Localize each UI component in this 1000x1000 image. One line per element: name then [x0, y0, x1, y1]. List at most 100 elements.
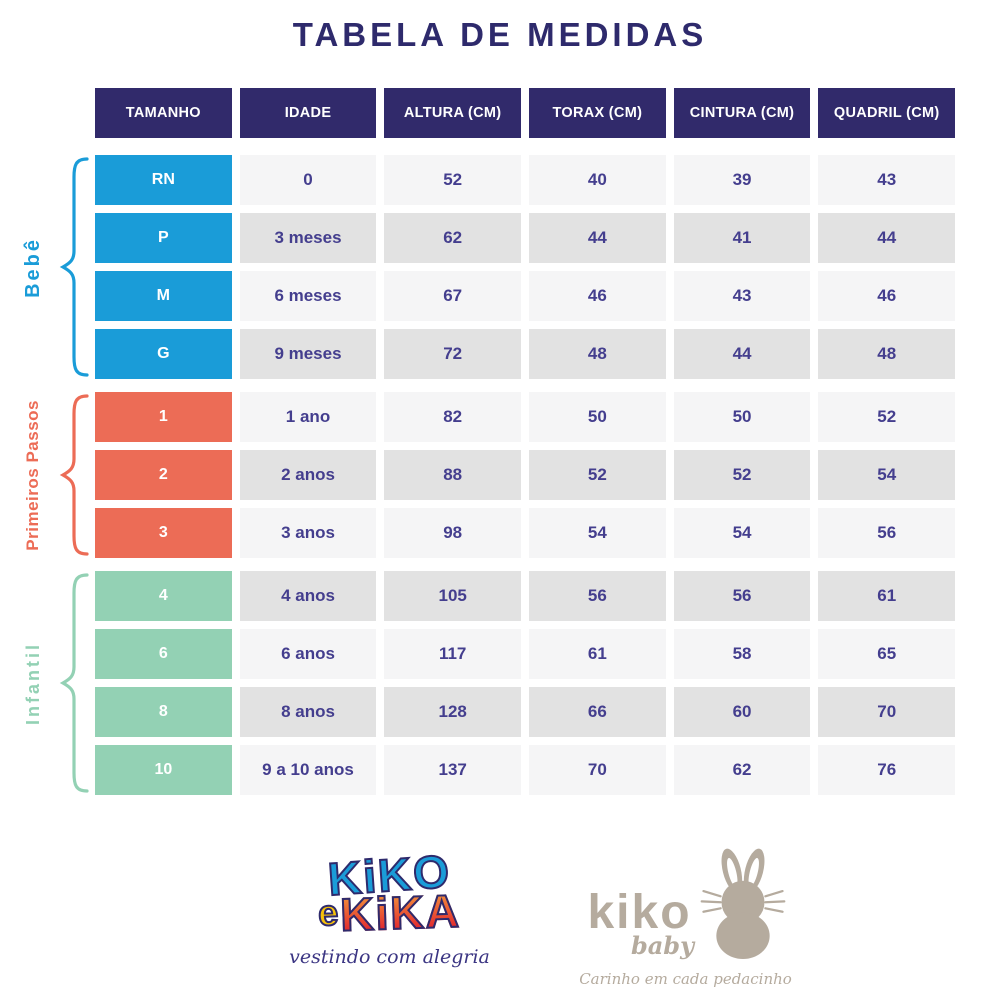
age-cell: 6 anos: [239, 629, 377, 679]
kika-wordmark-line: eKiKA: [281, 884, 497, 942]
kiko-e-kika-logo: KiKO eKiKA vestindo com alegria: [281, 844, 497, 968]
table-row: 10 9 a 10 anos 137 70 62 76: [95, 745, 956, 795]
cintura-cell: 54: [673, 508, 811, 558]
quadril-cell: 56: [818, 508, 956, 558]
cintura-cell: 41: [673, 213, 811, 263]
quadril-cell: 76: [818, 745, 956, 795]
cintura-cell: 56: [673, 571, 811, 621]
size-cell: 4: [95, 571, 232, 621]
table-row: RN 0 52 40 39 43: [95, 155, 956, 205]
cintura-cell: 58: [673, 629, 811, 679]
altura-cell: 128: [384, 687, 522, 737]
size-cell: RN: [95, 155, 232, 205]
torax-cell: 54: [529, 508, 666, 558]
header-altura: ALTURA (CM): [384, 88, 522, 138]
size-cell: 8: [95, 687, 232, 737]
altura-cell: 117: [384, 629, 522, 679]
group-brace: [59, 573, 89, 793]
quadril-cell: 65: [818, 629, 956, 679]
torax-cell: 56: [529, 571, 666, 621]
size-cell: 3: [95, 508, 232, 558]
header-cintura: CINTURA (CM): [673, 88, 811, 138]
size-cell: 2: [95, 450, 232, 500]
bunny-icon: [700, 848, 786, 960]
torax-cell: 46: [529, 271, 666, 321]
quadril-cell: 54: [818, 450, 956, 500]
kiko-e-kika-tagline: vestindo com alegria: [289, 946, 490, 968]
group-label-primeiros-passos: Primeiros Passos: [23, 399, 42, 551]
size-cell: 1: [95, 392, 232, 442]
group-label-infantil: Infantil: [22, 641, 43, 725]
quadril-cell: 44: [818, 213, 956, 263]
altura-cell: 137: [384, 745, 522, 795]
size-cell: G: [95, 329, 232, 379]
altura-cell: 88: [384, 450, 522, 500]
table-body: RN 0 52 40 39 43 P 3 meses 62 44 41 44 M 6 meses 67 46 4…: [22, 155, 956, 795]
torax-cell: 70: [529, 745, 666, 795]
age-cell: 9 meses: [239, 329, 377, 379]
torax-cell: 66: [529, 687, 666, 737]
cintura-cell: 60: [673, 687, 811, 737]
cintura-cell: 52: [673, 450, 811, 500]
quadril-cell: 48: [818, 329, 956, 379]
age-cell: 9 a 10 anos: [239, 745, 377, 795]
quadril-cell: 61: [818, 571, 956, 621]
quadril-cell: 43: [818, 155, 956, 205]
quadril-cell: 70: [818, 687, 956, 737]
header-idade: IDADE: [239, 88, 377, 138]
age-cell: 0: [239, 155, 377, 205]
cintura-cell: 62: [673, 745, 811, 795]
age-cell: 3 meses: [239, 213, 377, 263]
group-brace: [59, 394, 89, 556]
size-cell: 6: [95, 629, 232, 679]
header-torax: TORAX (CM): [529, 88, 666, 138]
cintura-cell: 39: [673, 155, 811, 205]
cintura-cell: 44: [673, 329, 811, 379]
kiko-baby-wordmark: kiko: [587, 886, 692, 939]
quadril-cell: 52: [818, 392, 956, 442]
group-label-bebe: Bebê: [21, 236, 44, 298]
page-title: TABELA DE MEDIDAS: [292, 16, 708, 53]
torax-cell: 48: [529, 329, 666, 379]
group-brace: [59, 157, 89, 377]
altura-cell: 52: [384, 155, 522, 205]
altura-cell: 67: [384, 271, 522, 321]
kika-wordmark: KiKA: [338, 884, 462, 942]
header-tamanho: TAMANHO: [95, 88, 232, 138]
age-cell: 2 anos: [239, 450, 377, 500]
kiko-baby-sub: baby: [630, 931, 695, 960]
altura-cell: 72: [384, 329, 522, 379]
cintura-cell: 43: [673, 271, 811, 321]
kiko-baby-logo: kiko baby: [578, 848, 793, 988]
torax-cell: 50: [529, 392, 666, 442]
age-cell: 8 anos: [239, 687, 377, 737]
table-header-row: TAMANHO IDADE ALTURA (CM) TORAX (CM) CIN…: [95, 88, 956, 138]
torax-cell: 40: [529, 155, 666, 205]
altura-cell: 105: [384, 571, 522, 621]
connector-e: e: [316, 891, 339, 935]
size-cell: 10: [95, 745, 232, 795]
altura-cell: 82: [384, 392, 522, 442]
cintura-cell: 50: [673, 392, 811, 442]
size-cell: P: [95, 213, 232, 263]
size-group-bebe: RN 0 52 40 39 43 P 3 meses 62 44 41 44 M 6 meses 67 46 4…: [22, 155, 956, 379]
kiko-baby-tagline: Carinho em cada pedacinho: [579, 970, 792, 988]
header-quadril: QUADRIL (CM): [818, 88, 956, 138]
torax-cell: 44: [529, 213, 666, 263]
size-table: TAMANHO IDADE ALTURA (CM) TORAX (CM) CIN…: [22, 88, 956, 803]
age-cell: 6 meses: [239, 271, 377, 321]
altura-cell: 62: [384, 213, 522, 263]
age-cell: 4 anos: [239, 571, 377, 621]
